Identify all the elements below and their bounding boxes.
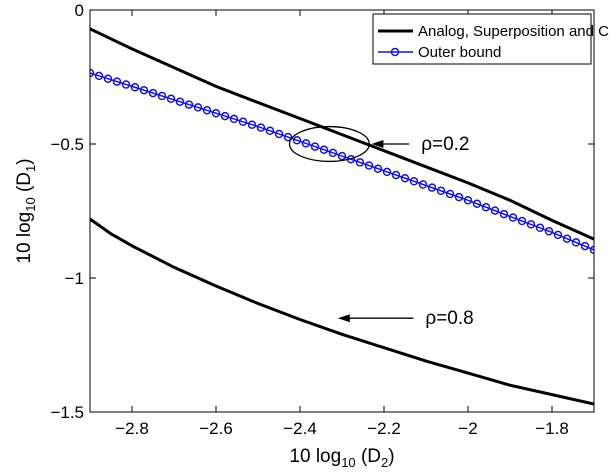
x-axis-label: 10 log10 (D2) — [289, 446, 394, 470]
series-point-1 — [112, 77, 122, 86]
series-point-1 — [202, 106, 212, 115]
series-line-2 — [90, 217, 594, 406]
series-point-1 — [517, 216, 527, 226]
series-point-1 — [535, 223, 545, 233]
legend-box — [372, 13, 592, 65]
series-point-1 — [490, 206, 500, 215]
series-point-1 — [193, 103, 203, 112]
axis-ticks: −2.8 −2.6 −2.4 −2.2 −2 −1.8 0 −0.5 −1 −1.5 — [50, 1, 594, 438]
series-point-1 — [400, 173, 410, 183]
series-point-1 — [544, 227, 554, 236]
series-point-1 — [409, 177, 419, 186]
series-point-1 — [373, 164, 383, 173]
series-point-1 — [220, 111, 230, 121]
series-point-1 — [337, 151, 347, 161]
x-tick-label: −2.8 — [115, 419, 149, 438]
series-point-1 — [355, 158, 365, 167]
series-point-1 — [454, 192, 464, 202]
x-tick-label: −2 — [458, 419, 477, 438]
series-point-1 — [319, 145, 329, 154]
series-point-1 — [508, 213, 518, 222]
series-point-1 — [427, 183, 437, 192]
y-tick-label: −1.5 — [50, 403, 84, 422]
series-point-1 — [139, 85, 149, 95]
series-point-1 — [90, 68, 95, 78]
series-point-1 — [553, 230, 563, 240]
legend-label-analog: Analog, Superposition and Costa Coding — [418, 23, 609, 40]
series-point-1 — [580, 241, 590, 251]
series-point-1 — [472, 199, 482, 208]
rho-0.2-arrowhead — [371, 140, 384, 148]
series-point-1 — [364, 161, 374, 170]
rho-0.2-label: ρ=0.2 — [421, 134, 469, 155]
series-point-1 — [130, 83, 140, 92]
legend-label-outer-bound: Outer bound — [418, 44, 501, 61]
series-point-1 — [301, 139, 311, 148]
rho-0.8-arrowhead — [337, 314, 350, 323]
series-point-1 — [418, 180, 428, 189]
series-point-1 — [526, 220, 536, 229]
series-point-1 — [148, 88, 158, 98]
series-point-1 — [166, 94, 176, 104]
rho-0.2-ellipse — [288, 125, 370, 163]
series-point-1 — [184, 100, 194, 109]
y-tick-label: −1 — [65, 269, 84, 288]
series-point-1 — [256, 123, 266, 132]
series-point-1 — [499, 209, 509, 219]
y-tick-label: 0 — [75, 1, 84, 20]
x-tick-label: −2.4 — [283, 419, 317, 438]
series-line-0 — [90, 27, 594, 241]
series-point-1 — [382, 167, 392, 177]
series-point-1 — [481, 202, 491, 212]
series-point-1 — [211, 108, 221, 118]
series-point-1 — [274, 129, 284, 139]
annotations: ρ=0.2 ρ=0.8 — [288, 125, 474, 329]
rho-0.8-label: ρ=0.8 — [425, 308, 473, 329]
series-point-1 — [436, 186, 446, 196]
y-axis-label: 10 log10 (D1) — [14, 158, 38, 263]
plot-frame — [89, 9, 595, 413]
series-point-1 — [292, 136, 302, 145]
series-point-1 — [94, 71, 104, 81]
legend: Analog, Superposition and Costa Coding O… — [372, 13, 609, 65]
plot-marks — [90, 27, 594, 406]
legend-marker-outer-bound — [390, 47, 400, 57]
series-point-1 — [328, 148, 338, 158]
series-point-1 — [247, 120, 257, 129]
series-point-1 — [265, 126, 275, 136]
series-point-1 — [571, 238, 581, 247]
y-tick-label: −0.5 — [50, 135, 84, 154]
series-point-1 — [463, 196, 473, 205]
series-point-1 — [310, 142, 320, 151]
series-point-1 — [157, 91, 167, 101]
series-point-1 — [229, 114, 239, 124]
series-point-1 — [103, 74, 113, 83]
series-point-1 — [121, 80, 131, 89]
series-point-1 — [445, 189, 455, 199]
series-point-1 — [175, 97, 185, 106]
x-tick-label: −1.8 — [535, 419, 569, 438]
series-point-1 — [238, 117, 248, 127]
series-line-1 — [90, 72, 594, 251]
x-tick-label: −2.6 — [199, 419, 233, 438]
x-tick-label: −2.2 — [367, 419, 401, 438]
series-point-1 — [589, 245, 594, 255]
series-point-1 — [283, 132, 293, 142]
series-point-1 — [391, 170, 401, 180]
series-point-1 — [562, 234, 572, 243]
